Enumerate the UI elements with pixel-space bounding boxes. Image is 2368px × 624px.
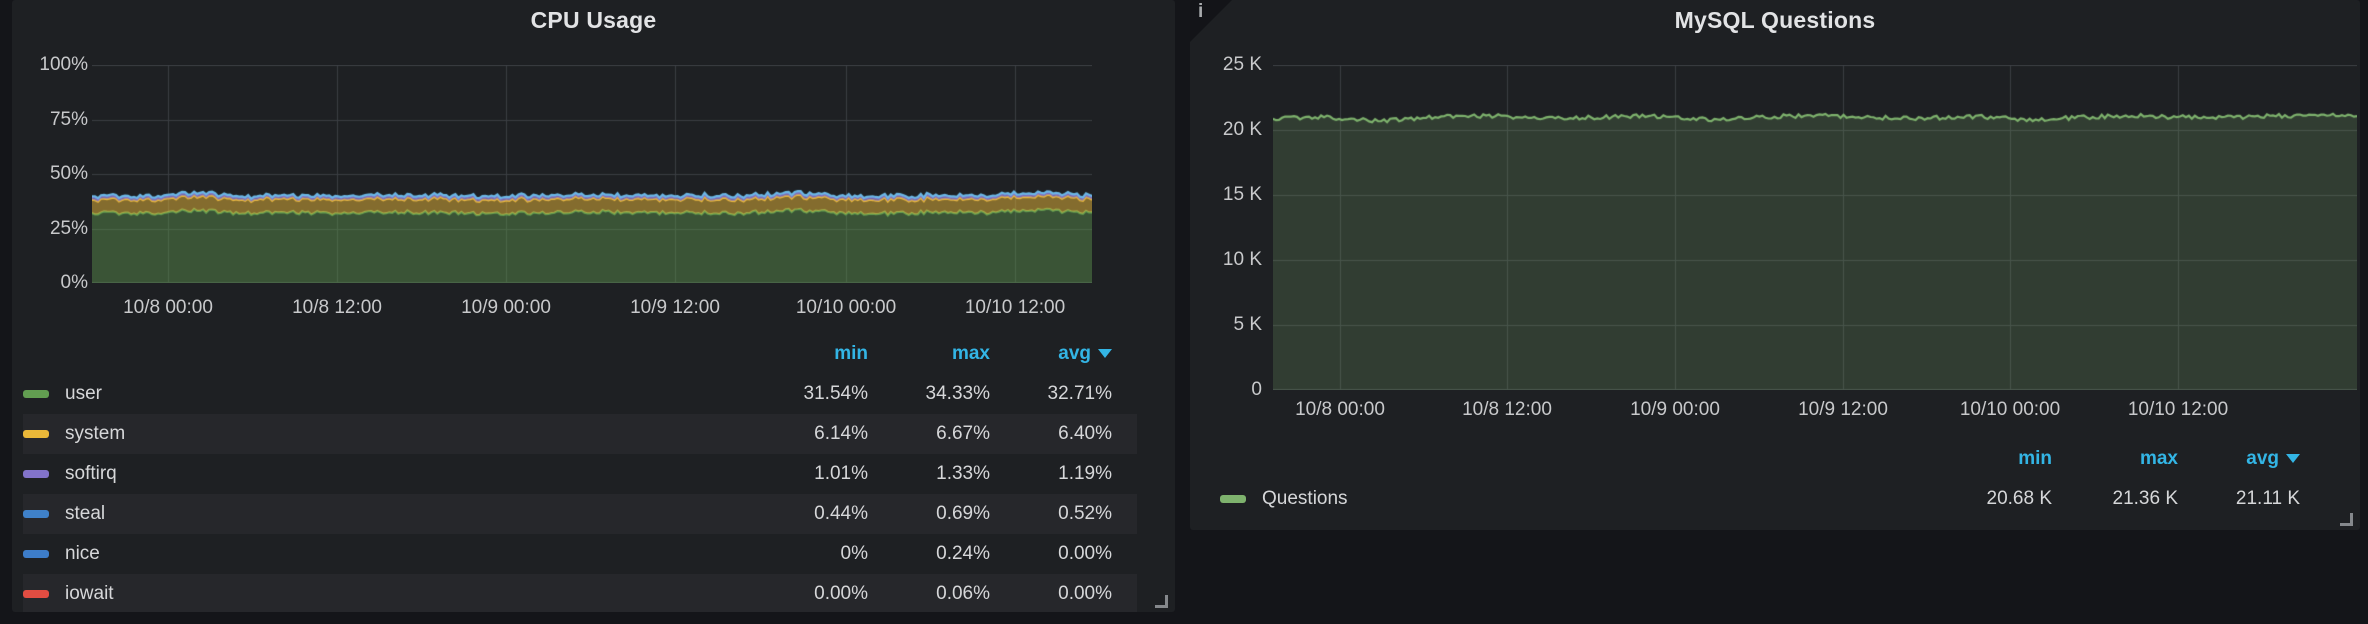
mysql-x-tick: 10/9 12:00 — [1798, 399, 1888, 420]
legend-swatch-user[interactable] — [23, 390, 49, 398]
panel-title-cpu[interactable]: CPU Usage — [530, 7, 657, 33]
legend-min: 31.54% — [803, 383, 868, 404]
legend-min: 1.01% — [814, 463, 868, 484]
mysql-y-tick: 5 K — [1233, 314, 1262, 335]
legend-min: 20.68 K — [1986, 488, 2053, 509]
legend-avg: 1.19% — [1058, 463, 1112, 484]
mysql-x-tick: 10/8 12:00 — [1462, 399, 1552, 420]
legend-max: 0.06% — [936, 583, 990, 604]
sort-desc-caret-icon — [2286, 454, 2300, 464]
legend-label-nice[interactable]: nice — [65, 543, 100, 564]
panel-title-mysql[interactable]: MySQL Questions — [1674, 7, 1876, 33]
mysql-y-tick: 20 K — [1222, 119, 1262, 140]
legend-sort-max[interactable]: max — [2139, 448, 2178, 469]
mysql-x-tick: 10/8 00:00 — [1295, 399, 1385, 420]
legend-label-softirq[interactable]: softirq — [65, 463, 117, 484]
legend-swatch-iowait[interactable] — [23, 590, 49, 598]
legend-row-softirq: softirq 1.01% 1.33% 1.19% — [23, 454, 1137, 494]
cpu-x-tick: 10/8 00:00 — [123, 297, 213, 318]
mysql-x-tick: 10/10 00:00 — [1959, 399, 2061, 420]
mysql-y-tick: 0 — [1251, 379, 1262, 400]
panel-resize-handle[interactable] — [2340, 513, 2353, 526]
legend-min: 6.14% — [814, 423, 868, 444]
cpu-y-tick: 0% — [60, 272, 88, 293]
legend-min: 0.00% — [814, 583, 868, 604]
legend-avg: 0.00% — [1058, 543, 1112, 564]
mysql-y-tick: 10 K — [1222, 249, 1262, 270]
legend-sort-min[interactable]: min — [834, 343, 868, 364]
legend-swatch-system[interactable] — [23, 430, 49, 438]
legend-sort-max[interactable]: max — [951, 343, 990, 364]
legend-avg: 0.52% — [1058, 503, 1112, 524]
cpu-legend-header-row: min max avg — [23, 334, 1137, 374]
mysql-questions-area-chart[interactable] — [1273, 65, 2357, 390]
cpu-x-tick: 10/8 12:00 — [292, 297, 382, 318]
legend-avg: 6.40% — [1058, 423, 1112, 444]
mysql-x-tick: 10/10 12:00 — [2127, 399, 2229, 420]
mysql-y-tick: 25 K — [1222, 54, 1262, 75]
legend-max: 0.69% — [936, 503, 990, 524]
legend-min: 0.44% — [814, 503, 868, 524]
legend-swatch-questions[interactable] — [1220, 495, 1246, 503]
legend-label-questions[interactable]: Questions — [1262, 488, 1348, 509]
cpu-y-tick: 75% — [49, 109, 88, 130]
panel-mysql-questions: i MySQL Questions 25 K 20 K 15 K 10 K 5 … — [1190, 0, 2360, 530]
mysql-legend-table: min max avg Questions 20.68 K 21.36 K 21… — [1220, 439, 2322, 519]
mysql-legend-header-row: min max avg — [1220, 439, 2322, 479]
sort-desc-caret-icon — [1098, 349, 1112, 359]
cpu-y-tick: 25% — [49, 218, 88, 239]
panel-cpu-usage: CPU Usage 100% 75% 50% 25% 0% 10/8 00:00… — [12, 0, 1175, 612]
legend-swatch-softirq[interactable] — [23, 470, 49, 478]
legend-sort-min[interactable]: min — [2018, 448, 2052, 469]
cpu-usage-stacked-area-chart[interactable] — [92, 65, 1092, 283]
legend-label-system[interactable]: system — [65, 423, 126, 444]
cpu-x-tick: 10/10 00:00 — [795, 297, 897, 318]
legend-max: 1.33% — [936, 463, 990, 484]
cpu-x-tick: 10/9 00:00 — [461, 297, 551, 318]
legend-row-questions: Questions 20.68 K 21.36 K 21.11 K — [1220, 479, 2322, 519]
legend-row-iowait: iowait 0.00% 0.06% 0.00% — [23, 574, 1137, 612]
cpu-legend-table: min max avg user 31.54% 34.33% 32.71% sy… — [23, 334, 1137, 612]
legend-sort-avg[interactable]: avg — [2178, 448, 2300, 470]
legend-min: 0% — [840, 543, 868, 564]
cpu-y-tick: 100% — [39, 54, 88, 75]
legend-label-iowait[interactable]: iowait — [65, 583, 114, 604]
mysql-x-tick: 10/9 00:00 — [1630, 399, 1720, 420]
legend-avg: 0.00% — [1058, 583, 1112, 604]
cpu-y-tick: 50% — [49, 163, 88, 184]
legend-row-steal: steal 0.44% 0.69% 0.52% — [23, 494, 1137, 534]
legend-max: 34.33% — [925, 383, 990, 404]
legend-avg: 32.71% — [1047, 383, 1112, 404]
legend-swatch-nice[interactable] — [23, 550, 49, 558]
legend-swatch-steal[interactable] — [23, 510, 49, 518]
legend-sort-avg[interactable]: avg — [990, 343, 1112, 365]
legend-max: 21.36 K — [2112, 488, 2179, 509]
mysql-y-tick: 15 K — [1222, 184, 1262, 205]
legend-max: 6.67% — [936, 423, 990, 444]
legend-label-user[interactable]: user — [65, 383, 102, 404]
panel-resize-handle[interactable] — [1155, 595, 1168, 608]
legend-row-system: system 6.14% 6.67% 6.40% — [23, 414, 1137, 454]
legend-avg: 21.11 K — [2235, 488, 2300, 509]
legend-label-steal[interactable]: steal — [65, 503, 106, 524]
info-icon[interactable]: i — [1198, 1, 1204, 22]
legend-row-nice: nice 0% 0.24% 0.00% — [23, 534, 1137, 574]
cpu-x-tick: 10/10 12:00 — [964, 297, 1066, 318]
cpu-x-tick: 10/9 12:00 — [630, 297, 720, 318]
legend-max: 0.24% — [936, 543, 990, 564]
legend-row-user: user 31.54% 34.33% 32.71% — [23, 374, 1137, 414]
